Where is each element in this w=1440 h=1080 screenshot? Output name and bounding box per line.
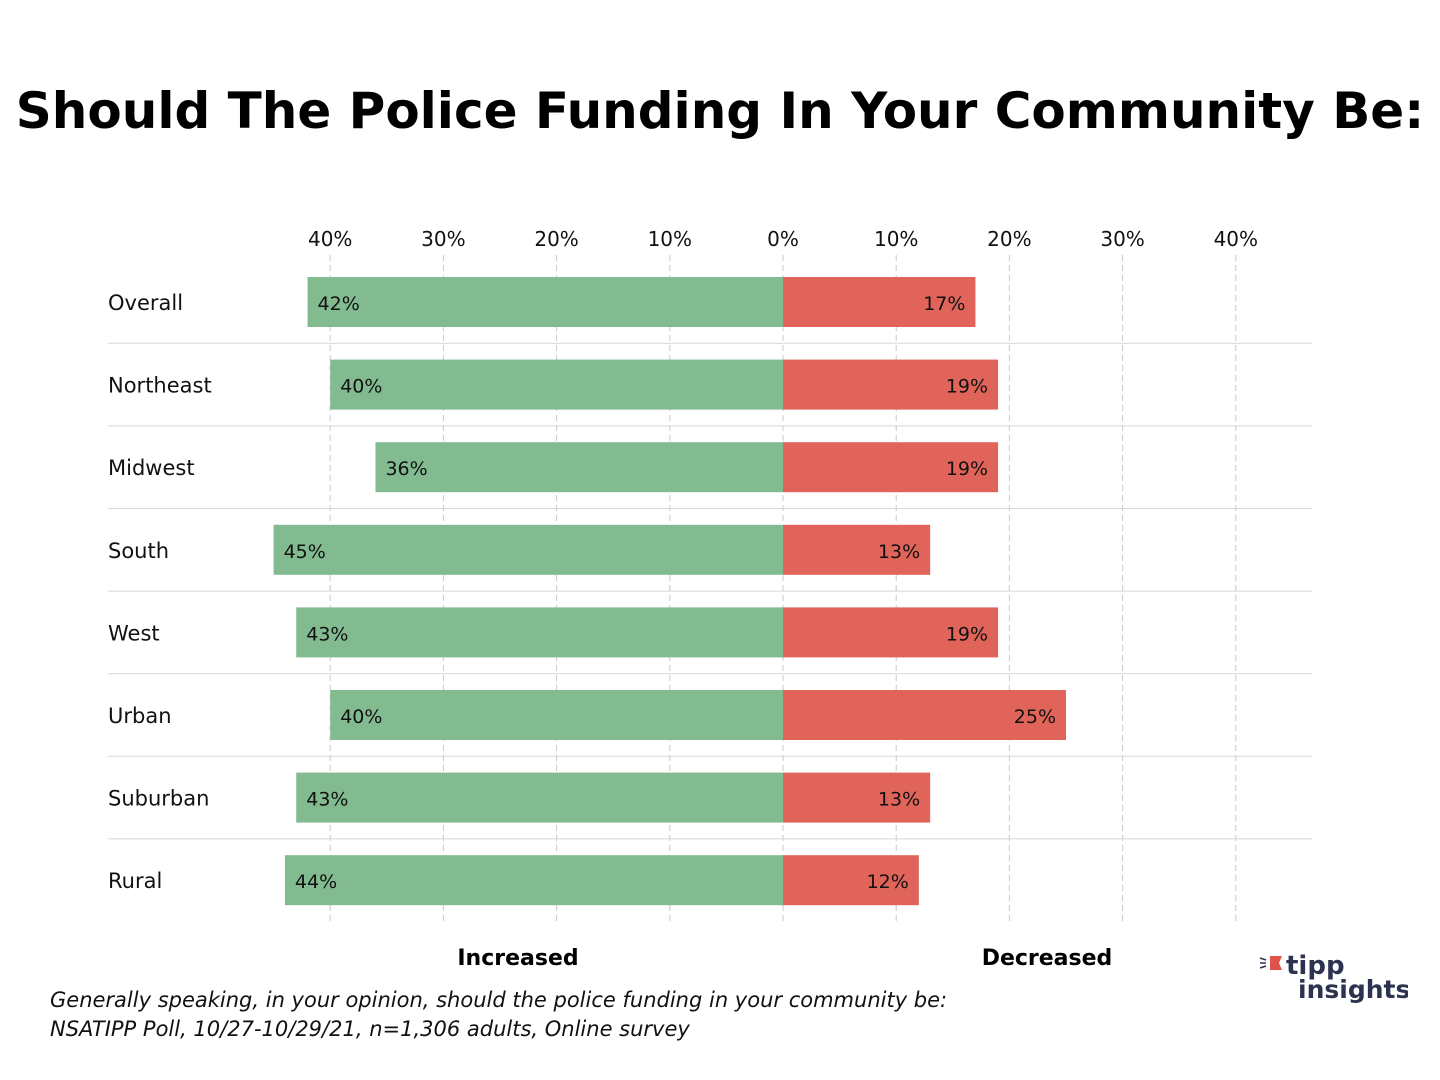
x-tick-label: 40% — [1214, 227, 1258, 251]
footnote-source: NSATIPP Poll, 10/27-10/29/21, n=1,306 ad… — [50, 1017, 690, 1041]
data-label-decreased: 17% — [923, 293, 965, 315]
x-tick-label: 30% — [1100, 227, 1144, 251]
category-label: Rural — [108, 869, 162, 893]
bar-decreased — [783, 524, 931, 575]
data-label-increased: 43% — [306, 789, 348, 811]
bar-decreased — [783, 607, 999, 658]
bar-decreased — [783, 359, 999, 410]
svg-text:insights: insights — [1298, 975, 1408, 1004]
legend-decreased: Decreased — [982, 946, 1113, 971]
bar-increased — [284, 855, 783, 906]
bar-decreased — [783, 442, 999, 493]
data-label-decreased: 13% — [878, 541, 920, 563]
data-label-increased: 40% — [340, 376, 382, 398]
category-label: Northeast — [108, 374, 212, 398]
x-tick-label: 10% — [874, 227, 918, 251]
data-label-increased: 45% — [284, 541, 326, 563]
bar-increased — [296, 607, 783, 658]
data-label-increased: 40% — [340, 706, 382, 728]
megaphone-icon — [1259, 956, 1282, 970]
category-label: South — [108, 539, 169, 563]
bar-increased — [330, 359, 783, 410]
svg-text:tipp: tipp — [1286, 951, 1345, 981]
data-label-decreased: 19% — [946, 458, 988, 480]
data-label-decreased: 12% — [867, 871, 909, 893]
data-label-decreased: 25% — [1014, 706, 1056, 728]
category-label: West — [108, 621, 160, 645]
bar-increased — [307, 277, 783, 327]
tipp-insights-logo: tipp insights — [1259, 951, 1408, 1004]
category-label: Midwest — [108, 456, 195, 480]
data-label-increased: 36% — [385, 458, 427, 480]
data-label-decreased: 19% — [946, 376, 988, 398]
x-tick-label: 30% — [421, 227, 465, 251]
category-label: Suburban — [108, 787, 209, 811]
bar-increased — [296, 772, 783, 823]
x-tick-label: 0% — [767, 227, 799, 251]
x-tick-label: 20% — [987, 227, 1031, 251]
data-label-increased: 44% — [295, 871, 337, 893]
bar-increased — [330, 690, 783, 740]
bar-increased — [375, 442, 783, 493]
data-label-decreased: 19% — [946, 623, 988, 645]
data-label-increased: 42% — [318, 293, 360, 315]
category-label: Overall — [108, 291, 183, 315]
x-tick-label: 10% — [648, 227, 692, 251]
bar-increased — [273, 524, 783, 575]
bar-decreased — [783, 277, 976, 327]
bar-decreased — [783, 772, 931, 823]
legend-increased: Increased — [457, 946, 578, 971]
category-label: Urban — [108, 704, 172, 728]
x-tick-label: 20% — [534, 227, 578, 251]
x-tick-label: 40% — [308, 227, 352, 251]
bar-decreased — [783, 690, 1066, 740]
data-label-increased: 43% — [306, 623, 348, 645]
bar-decreased — [783, 855, 919, 906]
chart-title: Should The Police Funding In Your Commun… — [15, 82, 1425, 140]
data-label-decreased: 13% — [878, 789, 920, 811]
footnote-question: Generally speaking, in your opinion, sho… — [50, 988, 948, 1012]
